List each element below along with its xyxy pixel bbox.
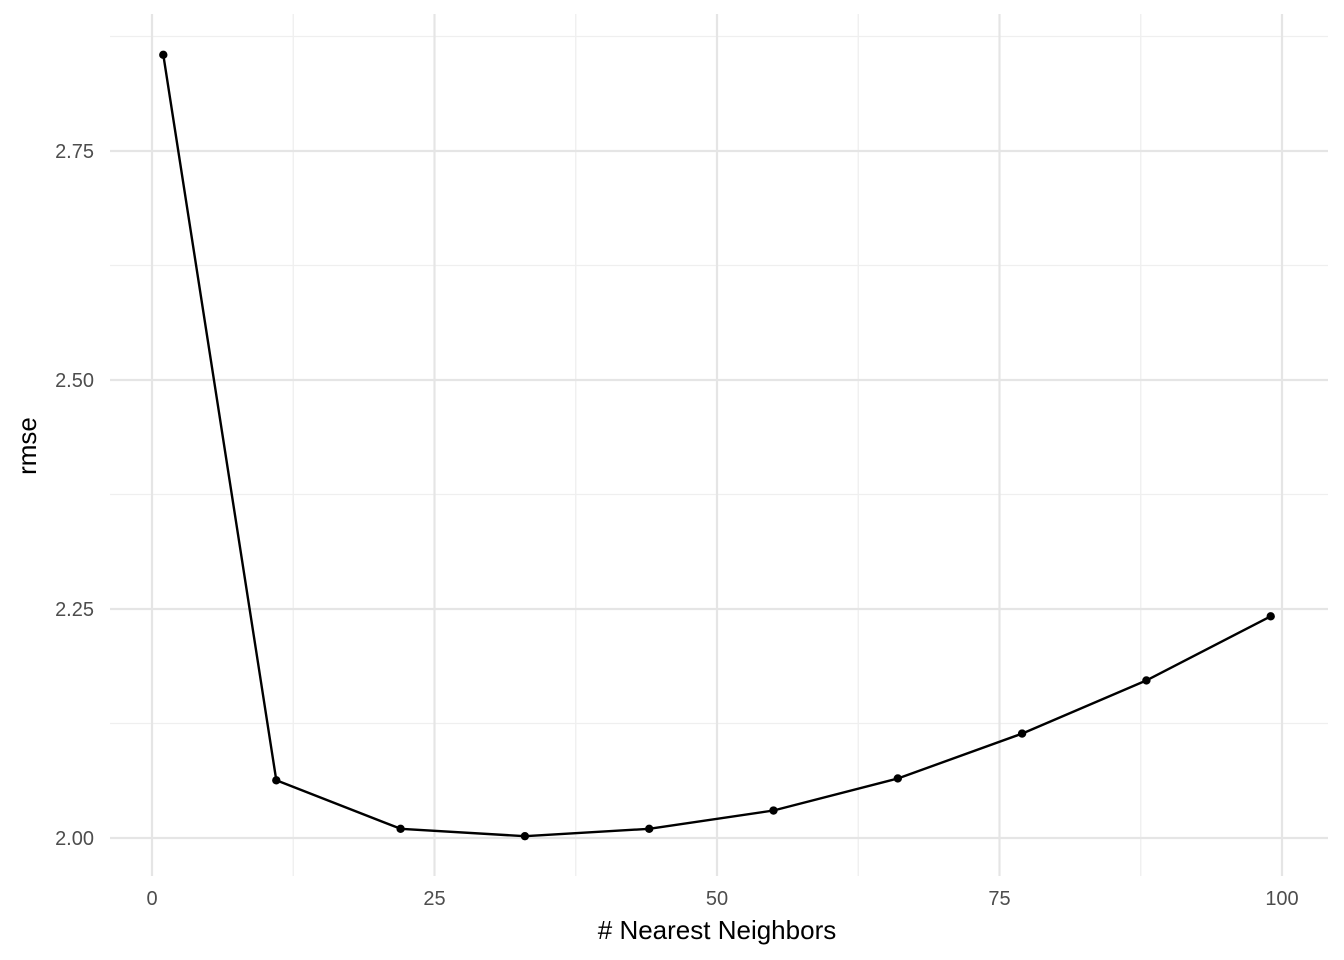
x-tick-label: 0 xyxy=(146,888,157,910)
x-tick-labels: 0 25 50 75 100 xyxy=(146,888,1298,910)
data-point xyxy=(520,831,530,841)
y-tick-label: 2.25 xyxy=(55,599,94,621)
y-axis-title: rmse xyxy=(12,417,42,475)
data-series xyxy=(159,50,1275,841)
x-axis-title: # Nearest Neighbors xyxy=(598,915,836,945)
data-point xyxy=(769,806,778,815)
data-point xyxy=(159,50,168,60)
y-tick-label: 2.50 xyxy=(55,370,94,392)
y-tick-labels: 2.00 2.25 2.50 2.75 xyxy=(55,141,94,850)
series-line xyxy=(162,54,1272,838)
minor-gridlines xyxy=(110,14,1328,876)
data-point xyxy=(893,774,902,783)
data-point xyxy=(1266,612,1275,621)
x-tick-label: 25 xyxy=(423,888,445,910)
y-tick-label: 2.75 xyxy=(55,141,94,163)
data-point xyxy=(1142,676,1151,685)
x-tick-label: 100 xyxy=(1265,888,1298,910)
data-point xyxy=(645,824,654,834)
x-tick-label: 50 xyxy=(706,888,728,910)
y-tick-label: 2.00 xyxy=(55,828,94,850)
data-point xyxy=(396,824,405,834)
data-point xyxy=(1017,729,1027,738)
data-point xyxy=(272,776,281,785)
major-gridlines xyxy=(110,14,1328,876)
x-tick-label: 75 xyxy=(988,888,1010,910)
